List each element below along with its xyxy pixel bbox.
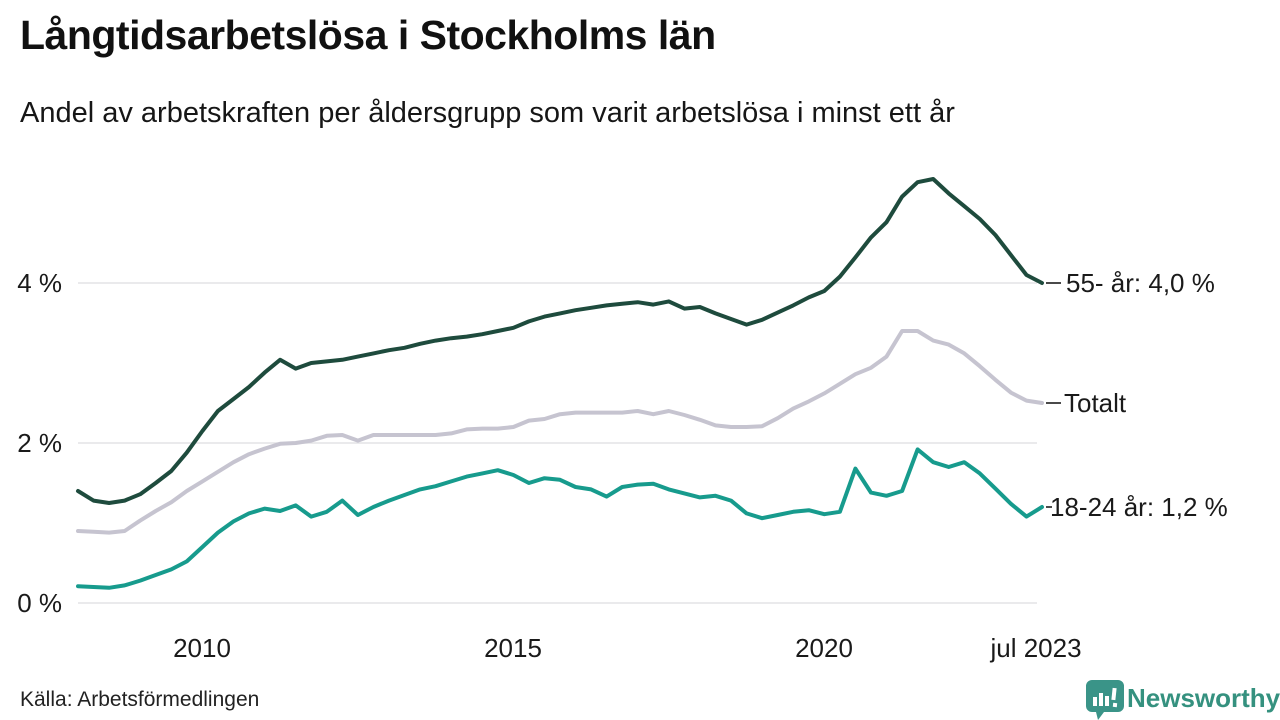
series-line-2 <box>76 447 1044 590</box>
y-tick-label-4pct: 4 % <box>17 268 62 298</box>
x-tick-label-2010: 2010 <box>173 633 231 663</box>
newsworthy-logo-icon <box>1086 680 1124 720</box>
series-line-1 <box>76 329 1044 535</box>
newsworthy-wordmark: Newsworthy <box>1127 683 1280 713</box>
series-end-label-55-ar: 55- år: 4,0 % <box>1066 268 1215 298</box>
x-tick-label-jul-2023: jul 2023 <box>990 633 1082 663</box>
y-tick-label-2pct: 2 % <box>17 428 62 458</box>
series-line-0 <box>76 177 1044 505</box>
series-end-label-18-24-ar: 18-24 år: 1,2 % <box>1050 492 1228 522</box>
page-title: Långtidsarbetslösa i Stockholms län <box>20 12 716 58</box>
series-end-label-totalt: Totalt <box>1064 388 1127 418</box>
x-tick-label-2015: 2015 <box>484 633 542 663</box>
source-note: Källa: Arbetsförmedlingen <box>20 688 260 711</box>
y-tick-label-0pct: 0 % <box>17 588 62 618</box>
page-subtitle: Andel av arbetskraften per åldersgrupp s… <box>20 97 955 129</box>
x-tick-label-2020: 2020 <box>795 633 853 663</box>
